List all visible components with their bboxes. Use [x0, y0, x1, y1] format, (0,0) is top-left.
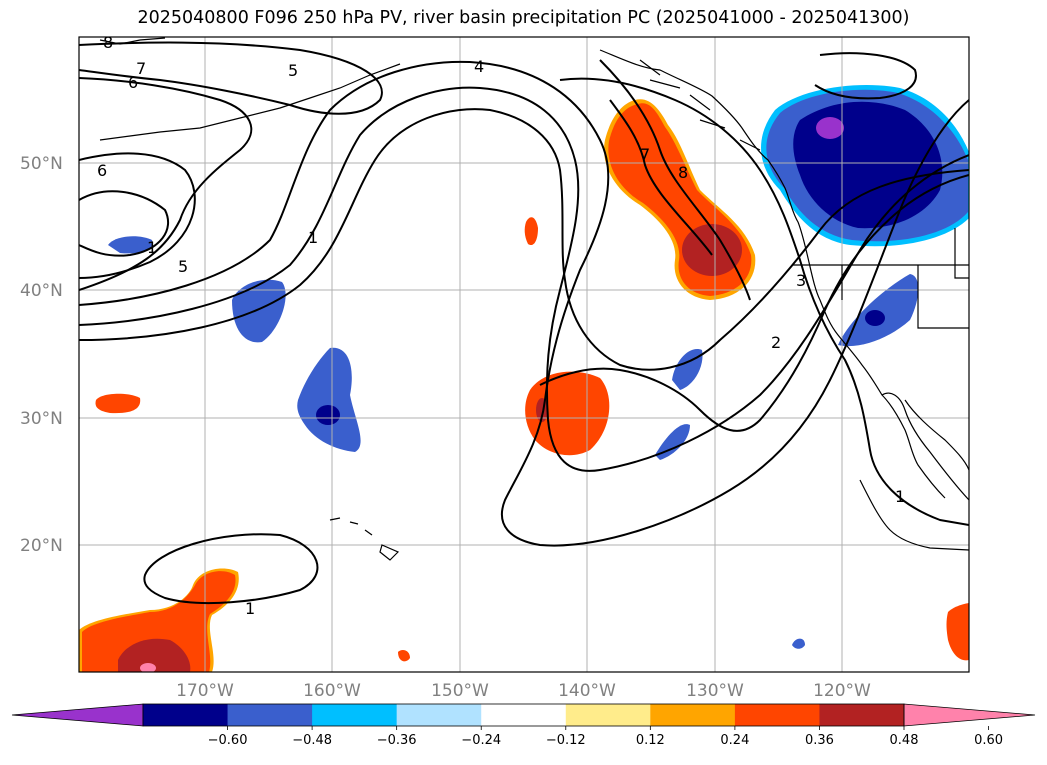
- colorbar-tick-label: 0.24: [720, 733, 749, 748]
- contour-label: 8: [678, 163, 688, 182]
- lat-label-20n: 20°N: [20, 536, 63, 556]
- colorbar-tick-label: 0.36: [805, 733, 834, 748]
- lon-label-130w: 130°W: [686, 681, 744, 701]
- colorbar-tick-label: 0.48: [890, 733, 919, 748]
- map-frame: [78, 36, 970, 673]
- contour-label: 1: [308, 228, 318, 247]
- negative-anomaly-30n-160w: [297, 347, 361, 452]
- lat-label-40n: 40°N: [20, 281, 63, 301]
- contour-labels: 8 7 6 5 4 6 1 5 1 7 8 3 2 1 1: [97, 33, 905, 618]
- contour-label: 4: [474, 57, 484, 76]
- colorbar-tick-label: −0.24: [461, 733, 501, 748]
- contour-label: 8: [103, 33, 113, 52]
- contour-label: 2: [771, 333, 781, 352]
- contour-label: 7: [136, 59, 146, 78]
- colorbar-segment: [396, 704, 482, 726]
- contour-label: 7: [640, 145, 650, 164]
- colorbar-tick-label: −0.48: [292, 733, 332, 748]
- colorbar-tick-label: −0.60: [208, 733, 248, 748]
- latitude-labels: 50°N 40°N 30°N 20°N: [20, 154, 63, 556]
- contour-label: 1: [147, 238, 157, 257]
- contour-label: 1: [895, 487, 905, 506]
- colorbar-segment: [481, 704, 567, 726]
- colorbar-extend-low: [11, 703, 144, 727]
- colorbar-tick-label: 0.12: [636, 733, 665, 748]
- pv-contours: [79, 41, 969, 605]
- map-title: 2025040800 F096 250 hPa PV, river basin …: [137, 8, 910, 28]
- lat-label-50n: 50°N: [20, 154, 63, 174]
- colorbar-segment: [650, 704, 736, 726]
- lon-label-140w: 140°W: [558, 681, 616, 701]
- graticule: [79, 37, 969, 672]
- colorbar-segment: [565, 704, 651, 726]
- colorbar-tick-label: −0.36: [377, 733, 417, 748]
- colorbar-extend-high: [903, 703, 1036, 727]
- colorbar-segment: [734, 704, 820, 726]
- contour-label: 6: [97, 161, 107, 180]
- colorbar-frame: [142, 703, 905, 727]
- lon-label-160w: 160°W: [303, 681, 361, 701]
- lat-label-30n: 30°N: [20, 409, 63, 429]
- colorbar-segment: [143, 704, 229, 726]
- negative-anomaly-california: [838, 274, 919, 347]
- longitude-labels: 170°W 160°W 150°W 140°W 130°W 120°W: [176, 681, 871, 701]
- colorbar-tick-label: −0.12: [546, 733, 586, 748]
- contour-label: 1: [245, 599, 255, 618]
- colorbar-segment: [819, 704, 905, 726]
- colorbar: −0.60 −0.48 −0.36 −0.24 −0.12 0.12 0.24 0.36 0.4…: [11, 703, 1036, 748]
- colorbar-tick-label: 0.60: [974, 733, 1003, 748]
- contour-label: 5: [178, 257, 188, 276]
- contour-label: 6: [128, 73, 138, 92]
- negative-anomaly-40n-165w: [232, 279, 286, 343]
- colorbar-segment: [312, 704, 398, 726]
- colorbar-segment: [227, 704, 313, 726]
- contour-label: 5: [288, 61, 298, 80]
- lon-label-170w: 170°W: [176, 681, 234, 701]
- coastlines: [99, 37, 969, 561]
- contour-label: 3: [796, 271, 806, 290]
- lon-label-120w: 120°W: [813, 681, 871, 701]
- lon-label-150w: 150°W: [431, 681, 489, 701]
